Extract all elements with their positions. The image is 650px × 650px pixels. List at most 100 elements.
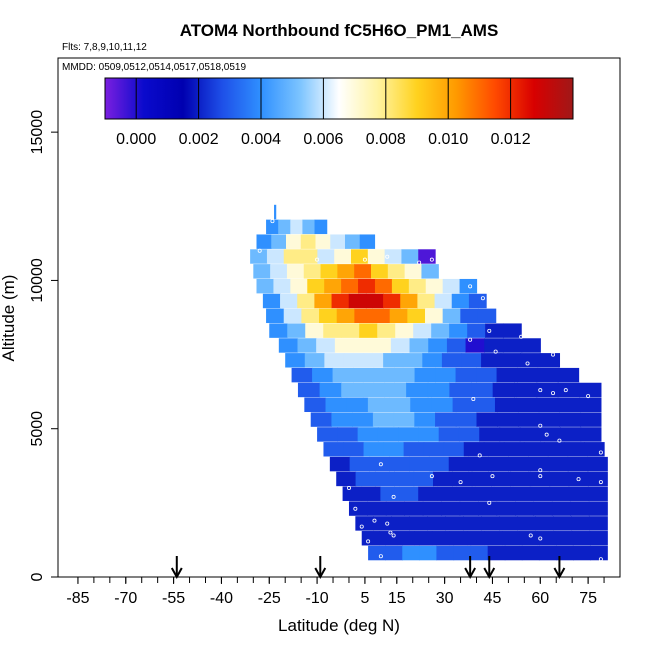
heatmap-cell: [310, 412, 333, 427]
heatmap-cell: [553, 516, 572, 531]
heatmap-cell: [408, 278, 427, 294]
heatmap-cell: [458, 427, 480, 442]
heatmap-cell: [367, 249, 386, 264]
heatmap-cell: [374, 471, 395, 487]
heatmap-cell: [368, 545, 386, 561]
heatmap-cell: [341, 323, 360, 338]
heatmap-cell: [512, 486, 533, 501]
heatmap-cell: [300, 249, 318, 264]
sample-point: [471, 397, 476, 402]
heatmap-cell: [422, 501, 442, 516]
heatmap-cell: [556, 545, 574, 561]
heatmap-cell: [499, 427, 521, 442]
heatmap-cell: [324, 278, 342, 294]
heatmap-cell: [446, 338, 467, 353]
sample-point: [586, 394, 591, 399]
sample-point: [598, 450, 603, 455]
x-tick-label: 5: [360, 590, 369, 607]
heatmap-cell: [529, 471, 550, 487]
heatmap-cell: [393, 412, 415, 427]
heatmap-cell: [466, 531, 486, 546]
heatmap-cell: [434, 293, 453, 309]
heatmap-cell: [332, 367, 354, 383]
heatmap-cell: [554, 531, 573, 546]
sample-point: [487, 500, 492, 505]
heatmap-cell: [502, 531, 521, 546]
heatmap-cell: [527, 456, 549, 472]
down-arrow: [553, 556, 566, 580]
heatmap-cell: [455, 412, 478, 427]
heatmap-cell: [395, 323, 414, 338]
heatmap-cell: [421, 264, 439, 279]
heatmap-cell: [503, 323, 522, 338]
heatmap-cell: [253, 264, 271, 279]
heatmap-cell: [353, 367, 375, 383]
heatmap-cell: [572, 531, 591, 546]
heatmap-cell: [494, 397, 517, 412]
heatmap-cell: [391, 278, 410, 294]
heatmap-cell: [302, 219, 316, 235]
heatmap-cell: [355, 471, 376, 487]
sample-point: [551, 352, 556, 357]
heatmap-cell: [423, 442, 445, 457]
heatmap-cell: [323, 442, 345, 457]
sample-point: [270, 219, 275, 224]
heatmap-cell: [390, 338, 411, 353]
heatmap-cell: [256, 234, 272, 249]
arrow-head: [314, 567, 327, 580]
heatmap-cell: [485, 323, 504, 338]
heatmap-cell: [329, 456, 351, 472]
heatmap-cell: [470, 545, 489, 561]
heatmap-cell: [402, 353, 423, 368]
heatmap-cell: [584, 442, 605, 457]
colorbar-tick-label: 0.000: [116, 131, 156, 148]
heatmap-cell: [371, 264, 389, 279]
heatmap-cell: [535, 382, 559, 398]
heatmap-cell: [428, 338, 448, 353]
heatmap-cell: [418, 427, 440, 442]
heatmap-cell: [341, 382, 364, 398]
heatmap-cell: [320, 264, 338, 279]
heatmap-cell: [353, 338, 373, 353]
heatmap-cell: [537, 367, 559, 383]
heatmap-cell: [473, 397, 496, 412]
heatmap-cell: [491, 471, 512, 487]
colorbar: [104, 77, 574, 120]
heatmap-cell: [266, 219, 279, 235]
heatmap-cell: [589, 516, 608, 531]
heatmap-cell: [520, 353, 541, 368]
heatmap-cell: [297, 338, 317, 353]
heatmap-cell: [483, 442, 505, 457]
x-tick-label: -10: [306, 590, 329, 607]
heatmap-cell: [330, 234, 346, 249]
heatmap-cell: [351, 249, 369, 264]
heatmap-cell: [500, 353, 521, 368]
sample-point: [598, 557, 603, 562]
heatmap-cell: [538, 412, 561, 427]
heatmap-cell: [580, 412, 602, 427]
sample-point: [372, 518, 377, 523]
sample-point: [525, 361, 530, 366]
heatmap-cell: [441, 501, 461, 516]
down-arrow: [314, 556, 327, 580]
heatmap-cell: [384, 382, 407, 398]
sample-point: [378, 554, 383, 559]
heatmap-cell: [290, 278, 308, 294]
heatmap-cell: [394, 471, 415, 487]
colorbar-tick-label: 0.012: [491, 131, 531, 148]
heatmap-cell: [568, 471, 589, 487]
heatmap-cell: [523, 442, 545, 457]
heatmap-cell: [479, 427, 501, 442]
heatmap-cell: [379, 531, 398, 546]
sample-point: [378, 462, 383, 467]
heatmap-cell: [441, 353, 463, 368]
heatmap-cell: [278, 219, 291, 235]
heatmap-cell: [409, 456, 430, 472]
heatmap-cell: [531, 486, 552, 501]
heatmap-cell: [449, 323, 468, 338]
heatmap-cell: [285, 353, 306, 368]
heatmap-cell: [437, 486, 457, 501]
heatmap-cell: [396, 531, 415, 546]
heatmap-cell: [304, 353, 325, 368]
heatmap-cell: [352, 412, 374, 427]
